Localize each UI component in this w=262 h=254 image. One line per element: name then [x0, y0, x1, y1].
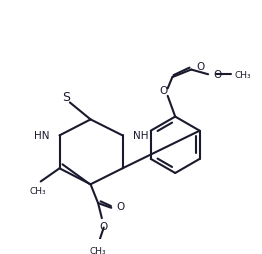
- Text: O: O: [197, 61, 205, 71]
- Text: CH₃: CH₃: [90, 246, 106, 254]
- Text: CH₃: CH₃: [30, 186, 46, 195]
- Text: O: O: [116, 201, 124, 211]
- Text: O: O: [160, 86, 168, 96]
- Text: O: O: [100, 221, 108, 231]
- Text: CH₃: CH₃: [234, 70, 251, 80]
- Text: NH: NH: [133, 131, 148, 141]
- Text: S: S: [62, 91, 70, 104]
- Text: O: O: [214, 70, 222, 80]
- Text: HN: HN: [34, 131, 49, 141]
